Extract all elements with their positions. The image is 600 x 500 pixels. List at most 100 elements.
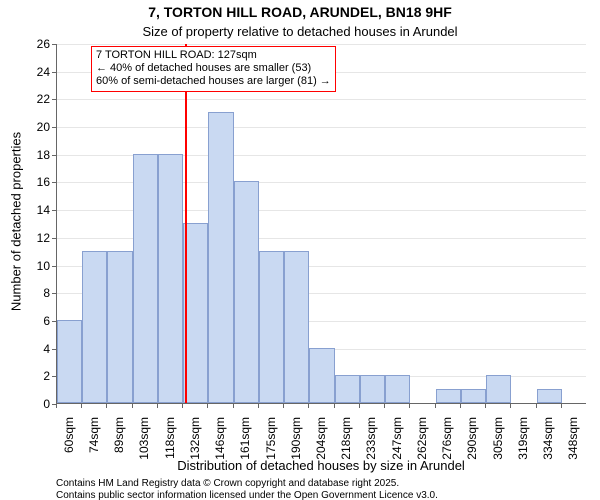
xtick-label: 334sqm [541,417,555,467]
ytick-label: 22 [26,92,50,106]
bar [158,154,183,403]
ytick-mark [52,182,56,183]
xtick-mark [384,404,385,408]
plot-area: 7 TORTON HILL ROAD: 127sqm← 40% of detac… [56,44,586,404]
bar [335,375,360,403]
attribution-line1: Contains HM Land Registry data © Crown c… [56,478,438,490]
xtick-label: 204sqm [314,417,328,467]
xtick-label: 103sqm [137,417,151,467]
marker-line [185,44,187,403]
ytick-label: 2 [26,369,50,383]
bar [57,320,82,403]
bar [360,375,385,403]
bar [537,389,562,403]
ytick-label: 8 [26,286,50,300]
xtick-mark [207,404,208,408]
ytick-mark [52,127,56,128]
xtick-label: 262sqm [415,417,429,467]
bar [461,389,486,403]
xtick-label: 276sqm [440,417,454,467]
ytick-label: 6 [26,314,50,328]
annotation-box: 7 TORTON HILL ROAD: 127sqm← 40% of detac… [91,46,336,92]
bar [259,251,284,403]
xtick-label: 319sqm [516,417,530,467]
annotation-line: 7 TORTON HILL ROAD: 127sqm [96,49,331,62]
xtick-mark [334,404,335,408]
ytick-mark [52,155,56,156]
xtick-label: 118sqm [163,417,177,467]
bar [385,375,410,403]
ytick-mark [52,72,56,73]
xtick-mark [460,404,461,408]
xtick-mark [157,404,158,408]
ytick-label: 14 [26,203,50,217]
gridline-h [57,99,586,100]
xtick-label: 146sqm [213,417,227,467]
xtick-label: 175sqm [264,417,278,467]
ytick-label: 24 [26,65,50,79]
xtick-label: 74sqm [87,417,101,467]
xtick-mark [435,404,436,408]
xtick-mark [536,404,537,408]
bar [82,251,107,403]
ytick-mark [52,44,56,45]
xtick-mark [233,404,234,408]
xtick-mark [308,404,309,408]
xtick-label: 218sqm [339,417,353,467]
bar [107,251,132,403]
xtick-label: 247sqm [390,417,404,467]
xtick-mark [106,404,107,408]
ytick-label: 26 [26,37,50,51]
xtick-mark [81,404,82,408]
xtick-mark [359,404,360,408]
xtick-label: 305sqm [491,417,505,467]
annotation-line: 60% of semi-detached houses are larger (… [96,75,331,88]
attribution-line2: Contains public sector information licen… [56,490,438,500]
ytick-mark [52,99,56,100]
ytick-mark [52,349,56,350]
chart-subtitle: Size of property relative to detached ho… [0,24,600,39]
chart-container: 7, TORTON HILL ROAD, ARUNDEL, BN18 9HF S… [0,0,600,500]
xtick-label: 233sqm [364,417,378,467]
ytick-label: 4 [26,342,50,356]
bar [133,154,158,403]
xtick-mark [485,404,486,408]
bar [436,389,461,403]
ytick-label: 16 [26,175,50,189]
ytick-mark [52,210,56,211]
bar [284,251,309,403]
xtick-label: 161sqm [238,417,252,467]
annotation-line: ← 40% of detached houses are smaller (53… [96,62,331,75]
bar [208,112,233,403]
xtick-label: 290sqm [465,417,479,467]
ytick-mark [52,376,56,377]
chart-title: 7, TORTON HILL ROAD, ARUNDEL, BN18 9HF [0,4,600,20]
xtick-mark [409,404,410,408]
ytick-mark [52,293,56,294]
ytick-label: 18 [26,148,50,162]
xtick-mark [561,404,562,408]
xtick-mark [132,404,133,408]
gridline-h [57,44,586,45]
xtick-mark [182,404,183,408]
bar [486,375,511,403]
xtick-label: 348sqm [566,417,580,467]
xtick-label: 60sqm [62,417,76,467]
ytick-label: 12 [26,231,50,245]
xtick-mark [258,404,259,408]
xtick-label: 89sqm [112,417,126,467]
attribution: Contains HM Land Registry data © Crown c… [56,478,438,500]
xtick-label: 190sqm [289,417,303,467]
ytick-label: 10 [26,259,50,273]
ytick-label: 0 [26,397,50,411]
ytick-mark [52,238,56,239]
gridline-h [57,127,586,128]
xtick-mark [510,404,511,408]
xtick-mark [283,404,284,408]
ytick-label: 20 [26,120,50,134]
y-axis-label: Number of detached properties [9,42,24,402]
bar [234,181,259,403]
ytick-mark [52,321,56,322]
xtick-label: 132sqm [188,417,202,467]
bar [309,348,334,403]
